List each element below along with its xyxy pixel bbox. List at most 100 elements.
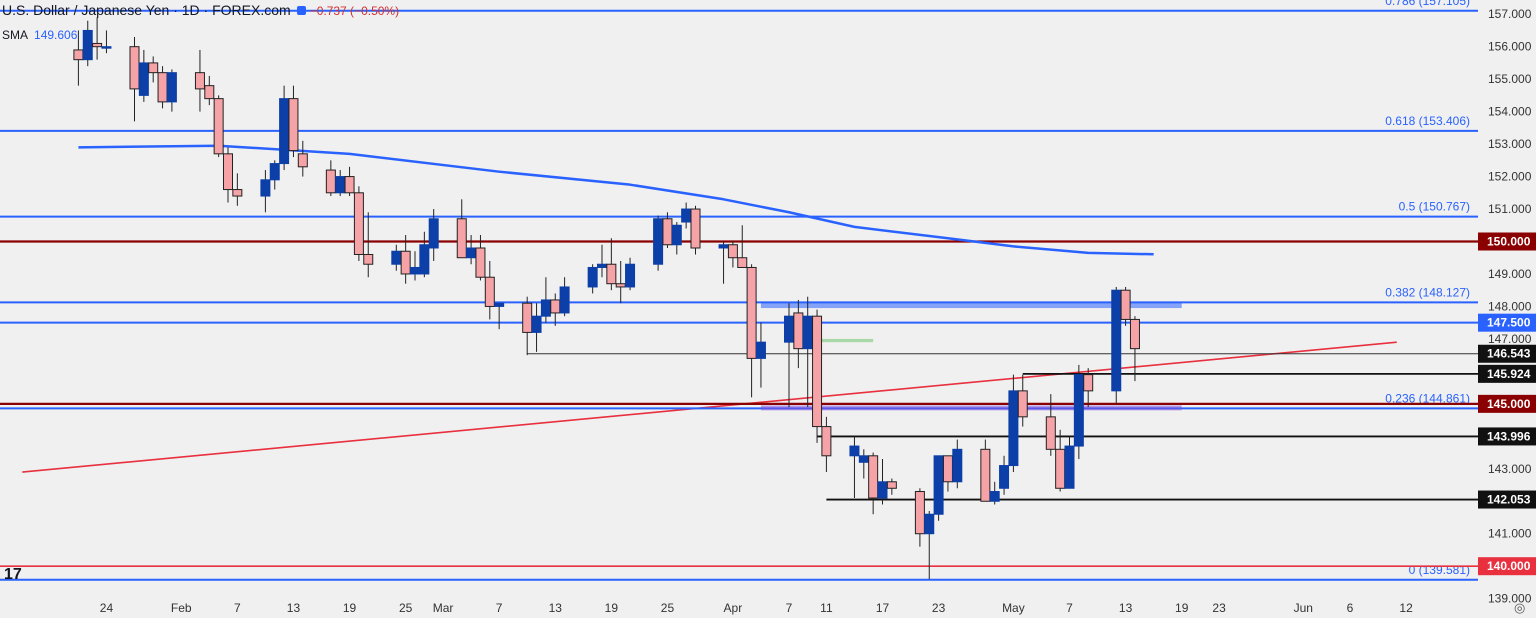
trendline <box>22 341 1397 473</box>
x-tick-label: Jun <box>1294 601 1313 615</box>
price-axis-bg <box>1478 0 1536 618</box>
price-tag-label: 145.924 <box>1487 367 1531 381</box>
candle-body <box>737 257 748 268</box>
price-tag-label: 150.000 <box>1487 235 1531 249</box>
candle-body <box>204 85 215 100</box>
sma-label: SMA <box>2 28 29 42</box>
price-tag <box>1478 490 1536 509</box>
candle-body <box>812 315 823 428</box>
candle-body <box>849 445 860 457</box>
x-tick-label: 19 <box>605 601 619 615</box>
price-tag-label: 143.996 <box>1487 429 1531 443</box>
chart-title: U.S. Dollar / Japanese Yen · 1D · FOREX.… <box>2 2 291 18</box>
candle-body <box>1008 390 1019 467</box>
candle-body <box>1017 390 1028 418</box>
price-tag-label: 145.000 <box>1487 397 1531 411</box>
price-tag-label: 140.000 <box>1487 559 1531 573</box>
x-tick-label: 25 <box>399 601 413 615</box>
x-tick-label: 24 <box>100 601 114 615</box>
candle-body <box>484 276 495 307</box>
candle-body <box>456 218 467 259</box>
x-tick-label: May <box>1002 601 1025 615</box>
candle-body <box>1111 289 1122 392</box>
candle-body <box>325 169 336 194</box>
x-tick-label: 25 <box>661 601 675 615</box>
candle-body <box>223 153 233 191</box>
y-tick-label: 157.000 <box>1488 7 1532 21</box>
candle-body <box>942 455 953 483</box>
candle-body <box>653 218 664 265</box>
candle-body <box>1083 374 1094 392</box>
candle-body <box>288 98 299 152</box>
candle-body <box>82 29 93 61</box>
candle-body <box>129 46 140 90</box>
price-tag <box>1478 232 1536 251</box>
x-tick-label: 13 <box>1119 601 1133 615</box>
candle-body <box>587 266 598 288</box>
candle-body <box>980 448 991 502</box>
x-tick-label: 7 <box>786 601 793 615</box>
zone-blue <box>760 301 1182 309</box>
candle-body <box>391 250 402 265</box>
candle-body <box>232 189 243 197</box>
candle-body <box>1073 374 1084 447</box>
settings-icon[interactable]: ◎ <box>1514 600 1526 615</box>
price-tag-label: 146.543 <box>1487 347 1531 361</box>
candle-body <box>363 253 374 265</box>
candle-body <box>877 481 888 499</box>
x-tick-label: 17 <box>876 601 890 615</box>
candle-body <box>671 224 682 246</box>
price-change: −0.737 (−0.50%) <box>309 4 400 18</box>
price-tag <box>1478 344 1536 363</box>
zone-purple <box>760 405 1182 411</box>
candle-body <box>92 42 103 48</box>
candle-body <box>1045 416 1056 450</box>
fib-level-label: 0.236 (144.861) <box>1385 391 1470 405</box>
y-tick-label: 154.000 <box>1488 105 1532 119</box>
x-tick-label: 23 <box>932 601 946 615</box>
candle-body <box>213 98 224 155</box>
y-tick-label: 152.000 <box>1488 170 1532 184</box>
candle-body <box>718 244 729 249</box>
candle-body <box>802 315 813 350</box>
candle-body <box>531 315 542 333</box>
fib-level-label: 0.5 (150.767) <box>1399 200 1470 214</box>
x-tick-label: 19 <box>1175 601 1189 615</box>
candle-body <box>428 218 439 249</box>
candle-body <box>400 250 411 275</box>
y-tick-label: 156.000 <box>1488 40 1532 54</box>
y-tick-label: 151.000 <box>1488 202 1532 216</box>
x-tick-label: 6 <box>1347 601 1354 615</box>
candle-body <box>1120 289 1131 320</box>
candle-body <box>606 263 617 285</box>
y-tick-label: 139.000 <box>1488 592 1532 606</box>
candle-body <box>681 208 692 223</box>
candle-body <box>194 72 205 90</box>
candle-body <box>279 98 290 165</box>
change-marker-icon <box>296 6 306 15</box>
candle-body <box>933 455 944 515</box>
candle-body <box>989 491 1000 502</box>
candle-body <box>914 491 925 535</box>
candle-body <box>924 513 935 535</box>
x-tick-label: Feb <box>171 601 192 615</box>
candle-body <box>466 247 477 259</box>
price-tag <box>1478 427 1536 446</box>
fib-level-label: 0 (139.581) <box>1409 563 1470 577</box>
candle-body <box>522 302 533 333</box>
candle-body <box>166 72 177 103</box>
sma-legend[interactable]: SMA 149.606 <box>2 28 77 42</box>
candle-body <box>344 176 355 194</box>
candle-body <box>755 341 766 359</box>
x-tick-label: 12 <box>1399 601 1413 615</box>
candle-body <box>999 465 1010 489</box>
y-tick-label: 149.000 <box>1488 267 1532 281</box>
candle-body <box>597 263 607 268</box>
candle-body <box>858 455 869 463</box>
candle-body <box>821 426 832 457</box>
x-tick-label: 19 <box>343 601 357 615</box>
fib-level-label: 0.786 (157.105) <box>1385 0 1470 8</box>
price-tag <box>1478 394 1536 413</box>
tradingview-logo-icon[interactable]: 17 <box>4 566 22 583</box>
